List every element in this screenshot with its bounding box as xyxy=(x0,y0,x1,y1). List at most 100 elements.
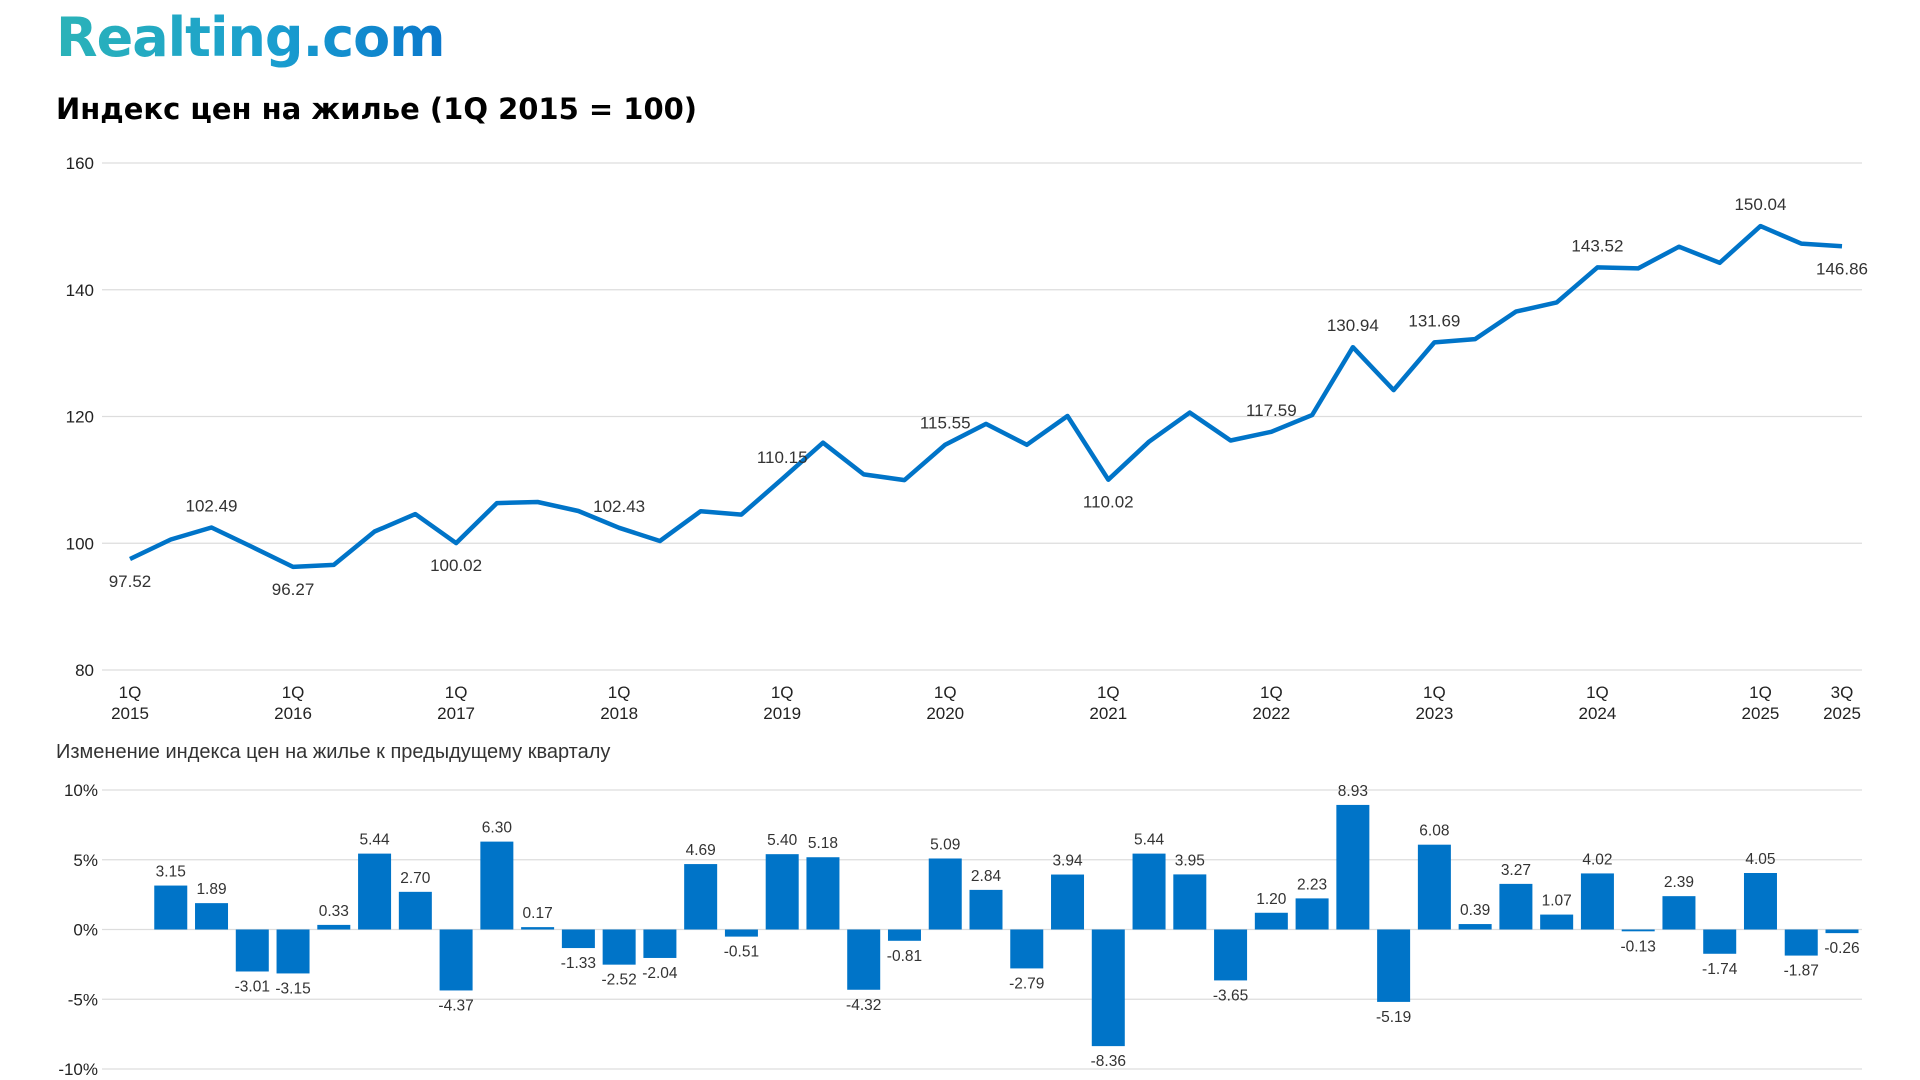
bar xyxy=(1703,929,1737,954)
x-tick-label: 1Q xyxy=(119,683,142,702)
x-tick-label: 1Q xyxy=(1423,683,1446,702)
data-label: 96.27 xyxy=(272,580,315,599)
y-tick-label: 0% xyxy=(73,921,98,940)
bar-label: -8.36 xyxy=(1091,1053,1126,1070)
bar xyxy=(806,857,840,930)
y-tick-label: -10% xyxy=(58,1060,98,1079)
x-tick-label: 2018 xyxy=(600,704,638,723)
bar-label: 0.39 xyxy=(1460,902,1490,919)
y-tick-label: -5% xyxy=(68,990,98,1009)
bar-label: 5.44 xyxy=(359,832,390,849)
data-label: 150.04 xyxy=(1734,195,1786,214)
y-tick-label: 140 xyxy=(66,281,94,300)
bar-label: 3.95 xyxy=(1175,852,1205,869)
bar xyxy=(1214,929,1248,981)
index-line xyxy=(129,223,1843,570)
bar-label: 5.40 xyxy=(767,832,798,849)
y-tick-label: 5% xyxy=(73,851,98,870)
x-tick-label: 1Q xyxy=(934,683,957,702)
bar-label: -3.15 xyxy=(275,980,310,997)
bar-label: 5.44 xyxy=(1134,832,1165,849)
bar-label: 6.08 xyxy=(1419,823,1449,840)
line-chart-title: Индекс цен на жилье (1Q 2015 = 100) xyxy=(56,92,698,126)
bar xyxy=(1458,924,1492,930)
bar xyxy=(1173,874,1207,930)
bar-label: -2.79 xyxy=(1009,975,1044,992)
bar-label: -4.32 xyxy=(846,997,881,1014)
bar xyxy=(1417,844,1451,930)
bar xyxy=(439,929,473,991)
bar xyxy=(1499,883,1533,930)
bar xyxy=(1254,912,1288,930)
bar-label: -1.74 xyxy=(1702,961,1738,978)
bar-label: 2.84 xyxy=(971,868,1002,885)
bar xyxy=(1336,804,1370,930)
x-tick-label: 1Q xyxy=(771,683,794,702)
data-label: 110.02 xyxy=(1083,493,1134,512)
bar-label: 1.20 xyxy=(1256,891,1287,908)
x-tick-label: 2016 xyxy=(274,704,312,723)
x-tick-label: 1Q xyxy=(445,683,468,702)
bar xyxy=(1132,853,1166,930)
x-tick-label: 2022 xyxy=(1252,704,1290,723)
x-tick-label: 1Q xyxy=(608,683,631,702)
data-label: 102.43 xyxy=(593,497,645,516)
data-label: 130.94 xyxy=(1327,316,1379,335)
x-tick-label: 2025 xyxy=(1823,704,1861,723)
bar-label: 3.27 xyxy=(1501,862,1531,879)
bar-label: -0.26 xyxy=(1824,940,1859,957)
bar-label: 1.89 xyxy=(196,881,226,898)
bar-label: 1.07 xyxy=(1542,893,1572,910)
x-tick-label: 3Q xyxy=(1831,683,1854,702)
bar xyxy=(480,841,514,930)
bar-label: 2.23 xyxy=(1297,876,1327,893)
bar xyxy=(969,889,1003,930)
bar xyxy=(887,929,921,941)
bar-label: 4.69 xyxy=(686,842,716,859)
bar-label: -3.65 xyxy=(1213,987,1248,1004)
data-label: 102.49 xyxy=(186,496,238,515)
bar xyxy=(1377,929,1411,1002)
bar xyxy=(235,929,269,972)
bar-label: 0.17 xyxy=(523,905,553,922)
data-label: 143.52 xyxy=(1571,236,1623,255)
y-tick-label: 10% xyxy=(64,781,98,800)
bar xyxy=(398,891,432,930)
bar xyxy=(1091,929,1125,1047)
x-tick-label: 2019 xyxy=(763,704,801,723)
bar xyxy=(276,929,310,974)
bar-label: 3.15 xyxy=(156,864,186,881)
x-tick-label: 1Q xyxy=(1097,683,1120,702)
x-tick-label: 1Q xyxy=(1586,683,1609,702)
x-tick-label: 2025 xyxy=(1742,704,1780,723)
bar-label: 4.02 xyxy=(1582,851,1612,868)
bar-label: 5.09 xyxy=(930,836,960,853)
bar-label: -3.01 xyxy=(235,978,270,995)
bar xyxy=(1621,929,1655,932)
bar xyxy=(1295,898,1329,930)
bar-label: 2.39 xyxy=(1664,874,1694,891)
bar xyxy=(1010,929,1044,969)
bar-label: -0.81 xyxy=(887,948,922,965)
bar-label: -1.87 xyxy=(1784,963,1819,980)
x-tick-label: 2020 xyxy=(926,704,964,723)
bar-label: -5.19 xyxy=(1376,1009,1411,1026)
bar-label: 4.05 xyxy=(1745,851,1775,868)
bar xyxy=(1743,873,1777,930)
x-tick-label: 2024 xyxy=(1579,704,1617,723)
bar xyxy=(1540,914,1574,930)
bar-label: 8.93 xyxy=(1338,783,1368,800)
bar xyxy=(317,924,351,930)
bar xyxy=(928,858,962,930)
x-tick-label: 1Q xyxy=(1260,683,1283,702)
data-label: 117.59 xyxy=(1246,401,1297,420)
x-tick-label: 1Q xyxy=(282,683,305,702)
bar xyxy=(684,864,718,930)
bar-label: 3.94 xyxy=(1052,853,1083,870)
bar xyxy=(1662,896,1696,930)
bar-label: -4.37 xyxy=(438,997,473,1014)
data-label: 110.15 xyxy=(757,448,808,467)
bar xyxy=(643,929,677,958)
bar xyxy=(847,929,881,990)
